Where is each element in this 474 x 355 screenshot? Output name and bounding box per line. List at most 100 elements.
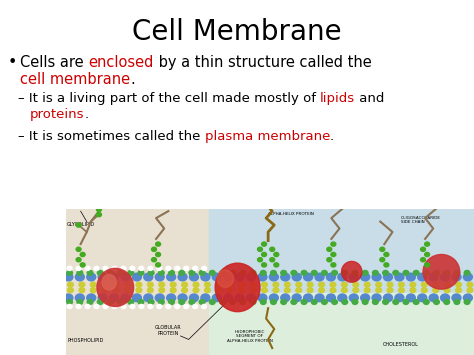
Circle shape: [103, 266, 108, 271]
Circle shape: [330, 282, 336, 287]
Circle shape: [454, 271, 460, 275]
Circle shape: [155, 273, 164, 281]
Circle shape: [399, 288, 404, 293]
Text: .: .: [84, 108, 89, 121]
Circle shape: [444, 288, 450, 293]
Circle shape: [152, 247, 156, 251]
Circle shape: [224, 294, 233, 302]
Circle shape: [380, 247, 385, 251]
Circle shape: [76, 247, 81, 251]
Text: HYDROPHOBIC
SEGMENT OF
ALPHA-HELIX PROTEIN: HYDROPHOBIC SEGMENT OF ALPHA-HELIX PROTE…: [227, 330, 273, 343]
Circle shape: [444, 271, 449, 275]
Ellipse shape: [423, 255, 460, 289]
Circle shape: [239, 288, 245, 293]
Circle shape: [128, 271, 134, 275]
Circle shape: [331, 242, 336, 246]
Circle shape: [387, 288, 393, 293]
Circle shape: [67, 300, 73, 304]
Circle shape: [224, 273, 233, 281]
Circle shape: [383, 294, 392, 302]
Circle shape: [97, 271, 103, 275]
Circle shape: [148, 271, 154, 275]
Text: lipids: lipids: [320, 92, 356, 105]
Circle shape: [464, 273, 473, 281]
Circle shape: [152, 258, 156, 262]
Circle shape: [138, 271, 144, 275]
Circle shape: [139, 266, 144, 271]
Circle shape: [383, 271, 388, 275]
Circle shape: [239, 282, 245, 287]
Circle shape: [67, 304, 72, 308]
Circle shape: [327, 247, 332, 251]
Circle shape: [155, 242, 161, 246]
Circle shape: [184, 304, 189, 308]
Circle shape: [87, 271, 93, 275]
Circle shape: [301, 300, 307, 304]
Circle shape: [274, 252, 279, 257]
Circle shape: [304, 294, 312, 302]
Circle shape: [148, 304, 153, 308]
Circle shape: [108, 300, 113, 304]
Circle shape: [121, 273, 130, 281]
Circle shape: [67, 266, 72, 271]
Text: Cell Membrane: Cell Membrane: [132, 18, 342, 46]
Circle shape: [393, 300, 399, 304]
Text: GLOBULAR
PROTEIN: GLOBULAR PROTEIN: [155, 325, 182, 336]
Circle shape: [429, 273, 438, 281]
Circle shape: [440, 294, 449, 302]
Circle shape: [284, 288, 290, 293]
Circle shape: [413, 271, 419, 275]
Circle shape: [175, 304, 180, 308]
Circle shape: [365, 288, 370, 293]
Circle shape: [94, 304, 99, 308]
Circle shape: [362, 300, 368, 304]
Circle shape: [383, 300, 388, 304]
Circle shape: [361, 273, 370, 281]
Circle shape: [158, 300, 164, 304]
Circle shape: [76, 304, 81, 308]
Circle shape: [341, 288, 347, 293]
Circle shape: [212, 273, 221, 281]
Circle shape: [76, 258, 81, 262]
Circle shape: [403, 271, 409, 275]
Circle shape: [125, 288, 130, 293]
Circle shape: [383, 273, 392, 281]
Circle shape: [144, 273, 153, 281]
Circle shape: [434, 300, 439, 304]
Circle shape: [91, 282, 96, 287]
Circle shape: [403, 300, 409, 304]
Circle shape: [456, 288, 461, 293]
Circle shape: [80, 263, 85, 267]
Circle shape: [216, 282, 222, 287]
Text: OLIGOSACCHARIDE
SIDE CHAIN: OLIGOSACCHARIDE SIDE CHAIN: [401, 216, 441, 224]
Circle shape: [240, 300, 246, 304]
Circle shape: [284, 282, 290, 287]
Text: .: .: [330, 130, 334, 143]
Circle shape: [420, 258, 426, 262]
Circle shape: [421, 288, 427, 293]
Circle shape: [262, 252, 266, 257]
Circle shape: [271, 300, 276, 304]
Text: and: and: [356, 92, 385, 105]
Circle shape: [452, 294, 461, 302]
Circle shape: [429, 294, 438, 302]
Circle shape: [260, 271, 266, 275]
Circle shape: [262, 263, 266, 267]
Circle shape: [311, 271, 317, 275]
Circle shape: [109, 273, 118, 281]
Circle shape: [136, 282, 142, 287]
Circle shape: [77, 271, 82, 275]
Circle shape: [423, 300, 429, 304]
Circle shape: [190, 294, 199, 302]
Circle shape: [342, 300, 347, 304]
Circle shape: [410, 288, 416, 293]
Circle shape: [273, 282, 279, 287]
Circle shape: [79, 282, 85, 287]
Circle shape: [178, 294, 187, 302]
Circle shape: [372, 273, 381, 281]
Circle shape: [380, 258, 385, 262]
Circle shape: [167, 294, 175, 302]
Circle shape: [281, 294, 290, 302]
Circle shape: [230, 300, 236, 304]
Circle shape: [158, 271, 164, 275]
